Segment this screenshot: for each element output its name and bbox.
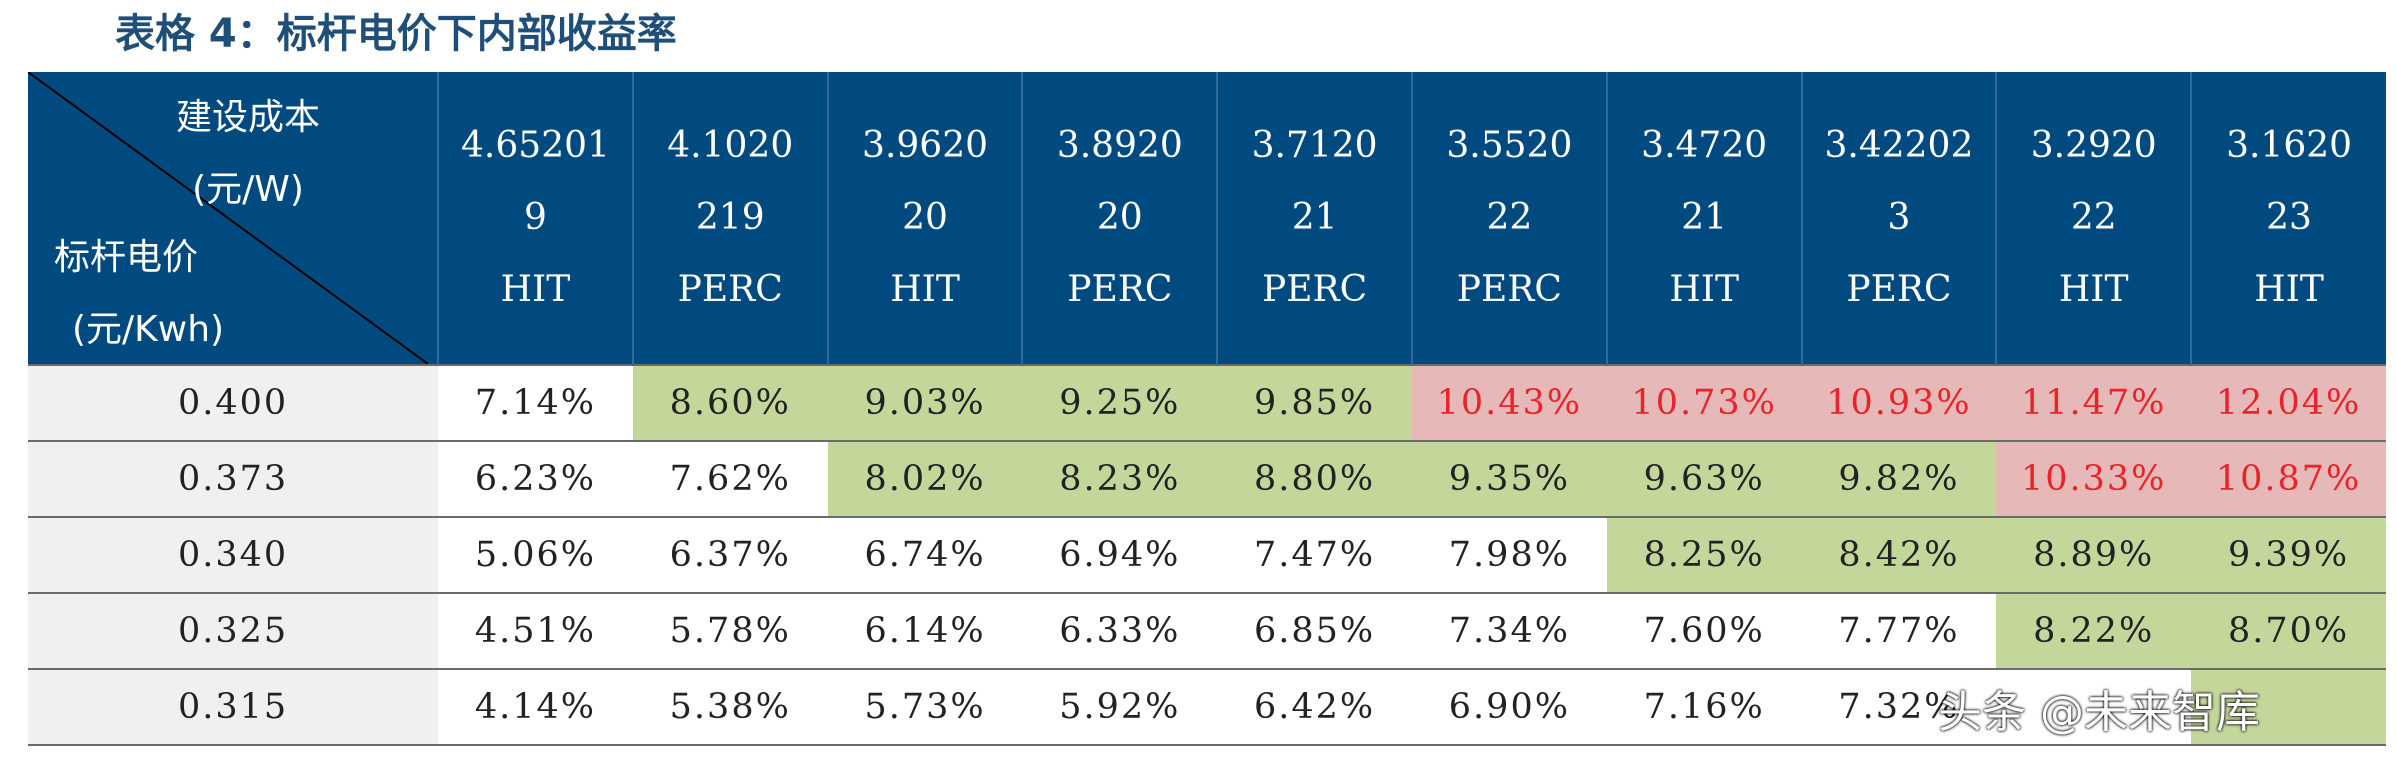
irr-cell: 9.03% [827,364,1023,442]
irr-cell: 10.93% [1801,364,1997,442]
price-cell: 0.400 [28,364,439,442]
table-row: 0.373 6.23% 7.62% 8.02% 8.23% 8.80% 9.35… [28,441,2386,518]
irr-cell: 6.42% [1217,669,1412,746]
table-row: 0.340 5.06% 6.37% 6.74% 6.94% 7.47% 7.98… [28,517,2386,594]
irr-cell: 5.78% [632,593,828,670]
column-header: 4.1020 219 PERC [632,72,829,365]
irr-cell: 10.43% [1411,364,1607,442]
table-row: 0.400 7.14% 8.60% 9.03% 9.25% 9.85% 10.4… [28,364,2386,442]
irr-cell: 8.89% [1996,517,2192,594]
column-header: 3.7120 21 PERC [1217,72,1413,365]
price-cell: 0.325 [28,593,439,670]
irr-cell: 7.60% [1606,593,1802,670]
irr-cell: 8.02% [827,441,1023,518]
irr-cell: 9.35% [1411,441,1607,518]
table-title: 表格 4：标杆电价下内部收益率 [115,11,677,57]
table-row: 0.315 4.14% 5.38% 5.73% 5.92% 6.42% 6.90… [28,669,2386,746]
diagonal-divider [28,72,428,364]
irr-cell: 7.77% [1801,593,1997,670]
irr-cell: 7.34% [1411,593,1607,670]
irr-cell: 9.25% [1022,364,1218,442]
irr-cell: 9.82% [1801,441,1997,518]
irr-cell: 5.92% [1022,669,1218,746]
irr-cell: 10.73% [1606,364,1802,442]
irr-cell: 8.60% [632,364,828,442]
irr-cell: 6.94% [1022,517,1218,594]
irr-cell: 4.14% [438,669,633,746]
irr-cell: 5.38% [632,669,828,746]
column-header: 3.8920 20 PERC [1022,72,1219,365]
construction-cost-label: 建设成本 (元/W) [175,97,320,210]
price-cell: 0.315 [28,669,439,746]
column-header: 3.2920 22 HIT [1996,72,2193,365]
irr-cell: 6.37% [632,517,828,594]
column-header: 4.65201 9 HIT [438,72,634,365]
table-row: 0.325 4.51% 5.78% 6.14% 6.33% 6.85% 7.34… [28,593,2386,670]
watermark: 头条 @未来智库 [1938,687,2260,738]
irr-cell: 6.90% [1411,669,1607,746]
irr-cell: 10.87% [2191,441,2386,518]
irr-cell: 6.85% [1217,593,1412,670]
irr-cell: 9.85% [1217,364,1412,442]
column-header: 3.9620 20 HIT [827,72,1024,365]
irr-cell: 9.63% [1606,441,1802,518]
irr-cell: 10.33% [1996,441,2192,518]
column-header: 3.1620 23 HIT [2191,72,2386,365]
benchmark-price-label: 标杆电价 (元/Kwh) [54,237,225,350]
irr-cell: 9.39% [2191,517,2386,594]
irr-cell: 5.06% [438,517,633,594]
irr-cell: 12.04% [2191,364,2386,442]
irr-cell: 8.23% [1022,441,1218,518]
column-header: 3.42202 3 PERC [1801,72,1998,365]
irr-cell: 7.16% [1606,669,1802,746]
irr-cell: 8.25% [1606,517,1802,594]
irr-cell: 4.51% [438,593,633,670]
irr-cell [1996,669,2192,746]
irr-cell: 7.32% [1801,669,1997,746]
irr-cell: 6.23% [438,441,633,518]
irr-cell [2191,669,2386,746]
irr-cell: 6.14% [827,593,1023,670]
irr-cell: 7.62% [632,441,828,518]
irr-cell: 8.42% [1801,517,1997,594]
irr-cell: 7.14% [438,364,633,442]
irr-cell: 6.74% [827,517,1023,594]
irr-cell: 8.22% [1996,593,2192,670]
irr-cell: 7.98% [1411,517,1607,594]
corner-header: 建设成本 (元/W) 标杆电价 (元/Kwh) [28,72,440,365]
price-cell: 0.340 [28,517,439,594]
column-header: 3.4720 21 HIT [1606,72,1803,365]
price-cell: 0.373 [28,441,439,518]
irr-cell: 8.80% [1217,441,1412,518]
irr-cell: 7.47% [1217,517,1412,594]
irr-cell: 8.70% [2191,593,2386,670]
irr-cell: 6.33% [1022,593,1218,670]
irr-table: 建设成本 (元/W) 标杆电价 (元/Kwh) 4.65201 9 HIT 4.10… [28,72,2386,746]
irr-cell: 11.47% [1996,364,2192,442]
irr-cell: 5.73% [827,669,1023,746]
header-row: 建设成本 (元/W) 标杆电价 (元/Kwh) 4.65201 9 HIT 4.10… [28,72,2386,365]
column-header: 3.5520 22 PERC [1411,72,1608,365]
